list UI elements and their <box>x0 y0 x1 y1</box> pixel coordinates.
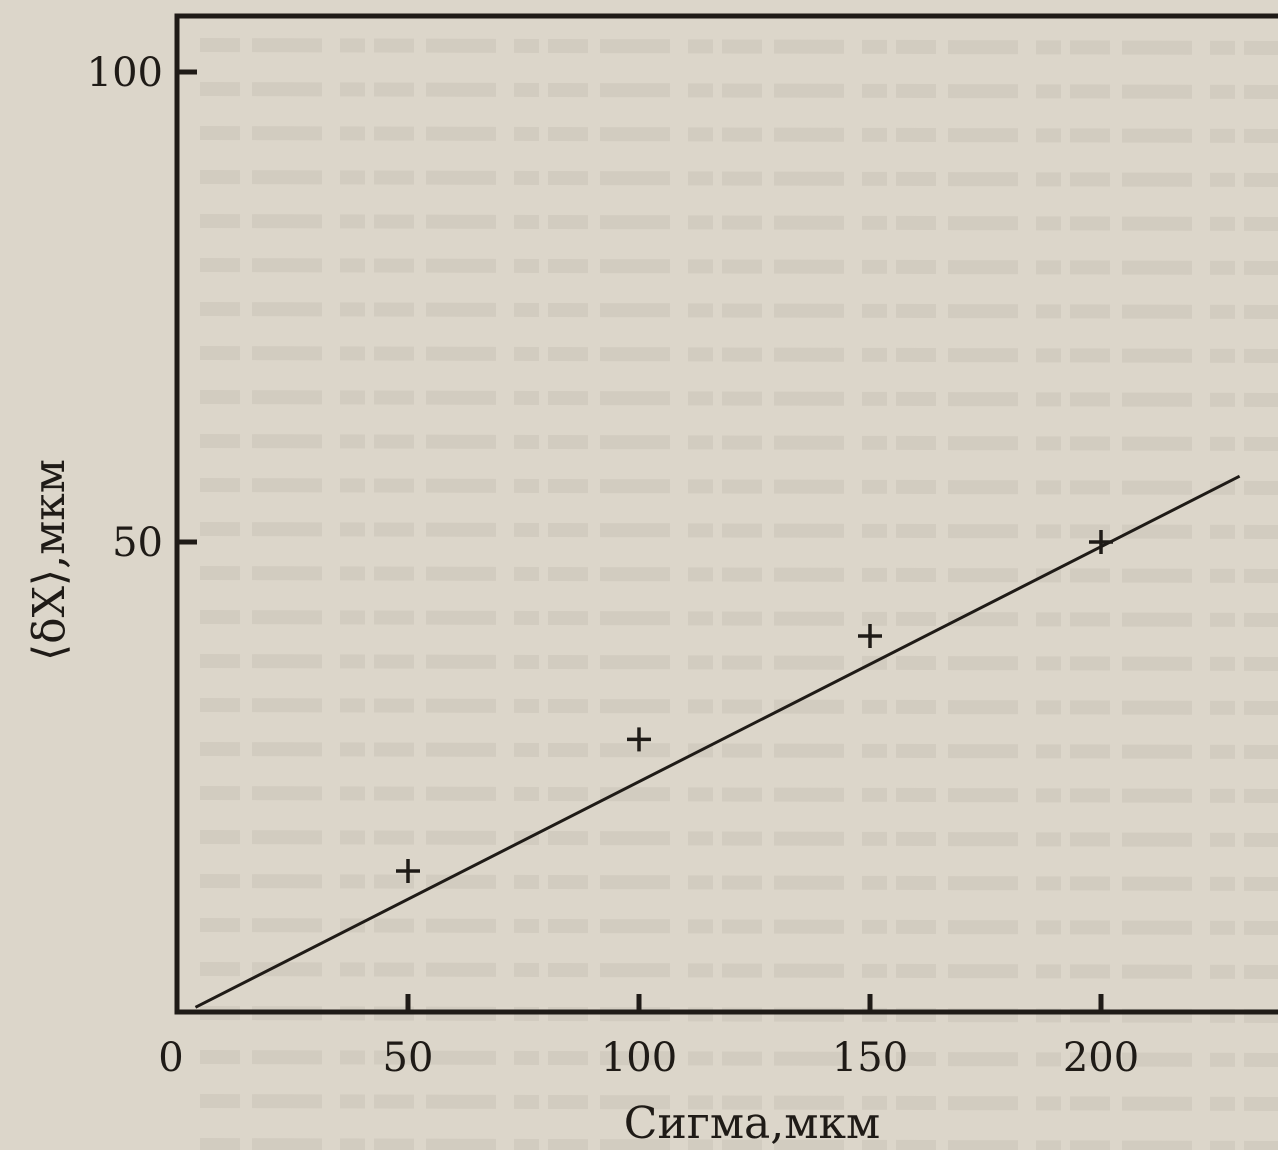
bleed-line <box>199 698 1278 715</box>
data-point-50 <box>396 859 420 883</box>
bleed-line <box>199 830 1278 847</box>
x-axis-label: Сигма,мкм <box>624 1098 880 1149</box>
data-points <box>396 530 1113 883</box>
bleed-line <box>199 742 1278 759</box>
x-tick-label-50: 50 <box>383 1035 434 1081</box>
x-tick-label-200: 200 <box>1063 1035 1139 1081</box>
bleed-line <box>199 1138 1278 1150</box>
bleed-line <box>199 786 1278 803</box>
bleed-line <box>199 874 1278 891</box>
y-axis-label: ⟨δX⟩,мкм <box>24 459 75 661</box>
bleed-line <box>199 654 1278 671</box>
bleed-line <box>199 302 1278 319</box>
fit-line <box>194 474 1241 1009</box>
fit-line-group <box>194 474 1241 1009</box>
bleed-line <box>199 170 1278 187</box>
bleed-line <box>199 126 1278 143</box>
data-point-150 <box>858 624 882 648</box>
bleed-line <box>199 1050 1278 1067</box>
background-texture <box>199 38 1278 1150</box>
x-tick-label-150: 150 <box>832 1035 908 1081</box>
tick-labels: 0 50 100 150 200 100 50 <box>87 50 1140 1081</box>
axis-ticks <box>177 69 1104 1012</box>
bleed-line <box>199 1094 1278 1111</box>
bleed-line <box>199 962 1278 979</box>
y-tick-label-100: 100 <box>87 50 163 96</box>
x-tick-label-0: 0 <box>158 1035 183 1081</box>
bleed-line <box>199 434 1278 451</box>
bleed-line <box>199 610 1278 627</box>
bleed-line <box>199 258 1278 275</box>
data-point-200 <box>1089 530 1113 554</box>
data-point-100 <box>627 727 651 752</box>
bleed-line <box>199 346 1278 363</box>
plot-frame <box>174 13 1278 1015</box>
bleed-line <box>199 38 1278 55</box>
bleed-line <box>199 522 1278 539</box>
bleed-line <box>199 214 1278 231</box>
bleed-line <box>199 478 1278 495</box>
y-tick-label-50: 50 <box>112 520 163 566</box>
bleed-line <box>199 918 1278 935</box>
bleed-line <box>199 82 1278 99</box>
bleed-line <box>199 566 1278 583</box>
x-tick-label-100: 100 <box>601 1035 677 1081</box>
bleed-line <box>199 390 1278 407</box>
